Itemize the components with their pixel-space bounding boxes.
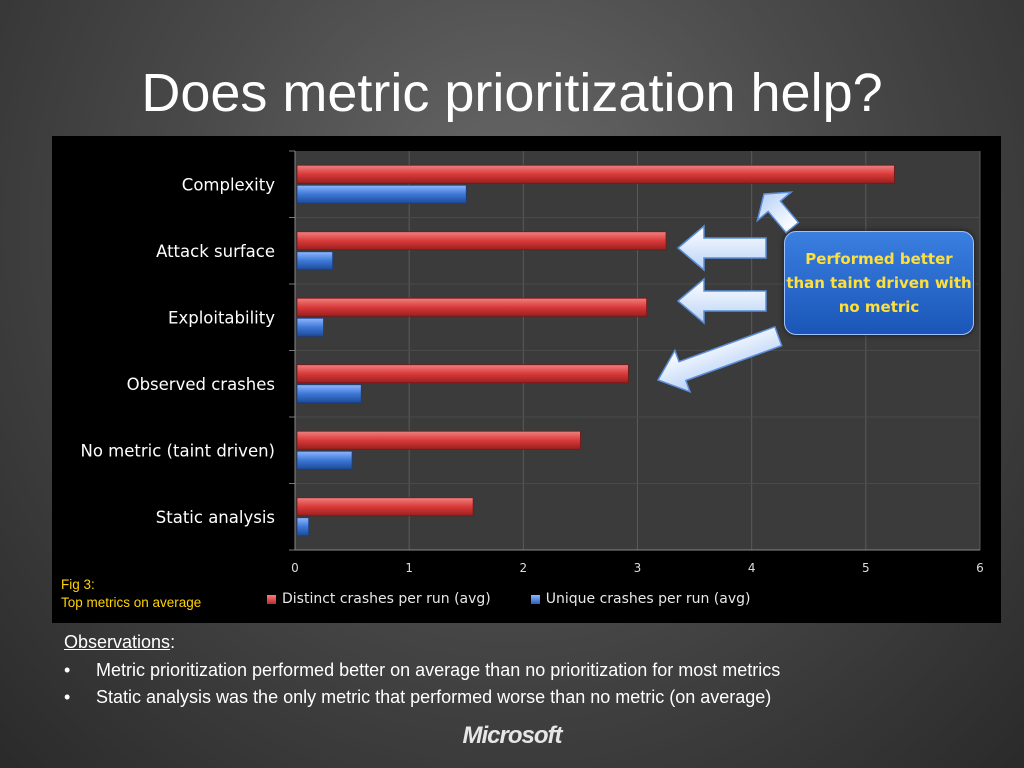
observations-heading: Observations [64,632,171,652]
x-tick-label: 4 [748,561,756,575]
legend-swatch-red [267,594,276,604]
figure-number: Fig 3: [61,577,95,592]
observations-list: Metric prioritization performed better o… [64,657,1004,711]
category-label: Complexity [182,175,275,194]
category-label: Attack surface [156,242,275,261]
arrow-icon-observed-crashes [656,325,783,394]
x-tick-label: 1 [405,561,413,575]
x-tick-label: 3 [634,561,642,575]
observations-colon: : [170,632,176,652]
category-label: Observed crashes [127,375,275,394]
arrow-icon-attack-surface [676,224,767,272]
bar-chart: 0 1 2 3 4 5 6 Complexity Attack surface Exploitab… [52,136,1001,623]
legend-label-unique: Unique crashes per run (avg) [545,591,751,607]
arrow-icon-exploitability [676,277,767,325]
observation-item: Metric prioritization performed better o… [64,657,1004,684]
observation-item: Static analysis was the only metric that… [64,684,1004,711]
bar-unique-crashes [296,517,310,537]
bar-distinct-crashes [296,164,895,184]
bar-distinct-crashes [296,430,581,450]
bar-distinct-crashes [296,297,648,317]
bar-unique-crashes [296,384,362,404]
legend-swatch-blue [530,594,540,604]
x-tick-label: 5 [862,561,870,575]
bar-distinct-crashes [296,231,667,251]
category-label: No metric (taint driven) [81,441,276,460]
x-tick-label: 0 [291,561,299,575]
figure-description: Top metrics on average [61,595,202,610]
chart-legend: Distinct crashes per run (avg) Unique cr… [267,591,750,607]
legend-item-distinct: Distinct crashes per run (avg) [267,591,491,607]
bar-unique-crashes [296,450,353,470]
category-label: Exploitability [168,308,275,327]
bar-unique-crashes [296,251,334,271]
microsoft-logo: Microsoft [462,722,563,749]
x-tick-label: 2 [520,561,528,575]
slide-title: Does metric prioritization help? [141,63,883,123]
bar-distinct-crashes [296,497,474,517]
legend-label-distinct: Distinct crashes per run (avg) [282,591,491,607]
observations-section: Observations: Metric prioritization perf… [64,632,1004,711]
callout-box: Performed better than taint driven with … [784,231,974,335]
chart-svg: 0 1 2 3 4 5 6 Complexity Attack surface Exploitab… [81,150,984,575]
category-label: Static analysis [156,508,275,527]
bar-unique-crashes [296,184,467,204]
bar-distinct-crashes [296,364,629,384]
callout-arrows [656,191,800,394]
arrow-icon-complexity [756,191,800,234]
figure-caption: Fig 3: Top metrics on average [61,576,201,612]
x-tick-label: 6 [976,561,984,575]
legend-item-unique: Unique crashes per run (avg) [530,591,751,607]
bar-unique-crashes [296,317,324,337]
